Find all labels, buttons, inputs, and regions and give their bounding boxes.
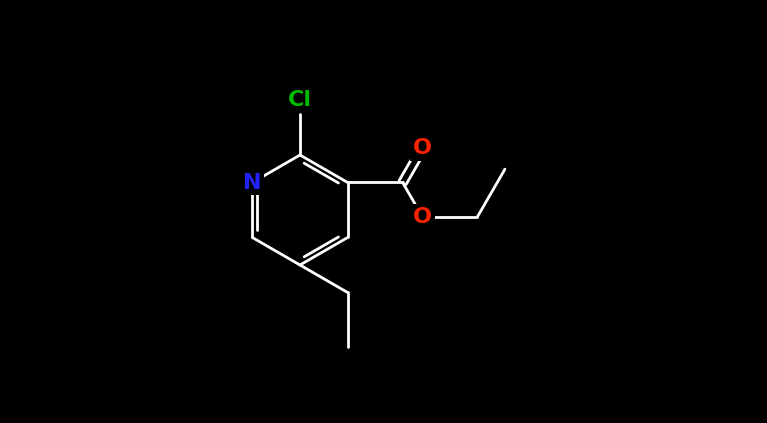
Text: Cl: Cl [288, 90, 312, 110]
Text: O: O [413, 138, 432, 158]
Text: O: O [413, 207, 432, 227]
Text: N: N [243, 173, 262, 192]
